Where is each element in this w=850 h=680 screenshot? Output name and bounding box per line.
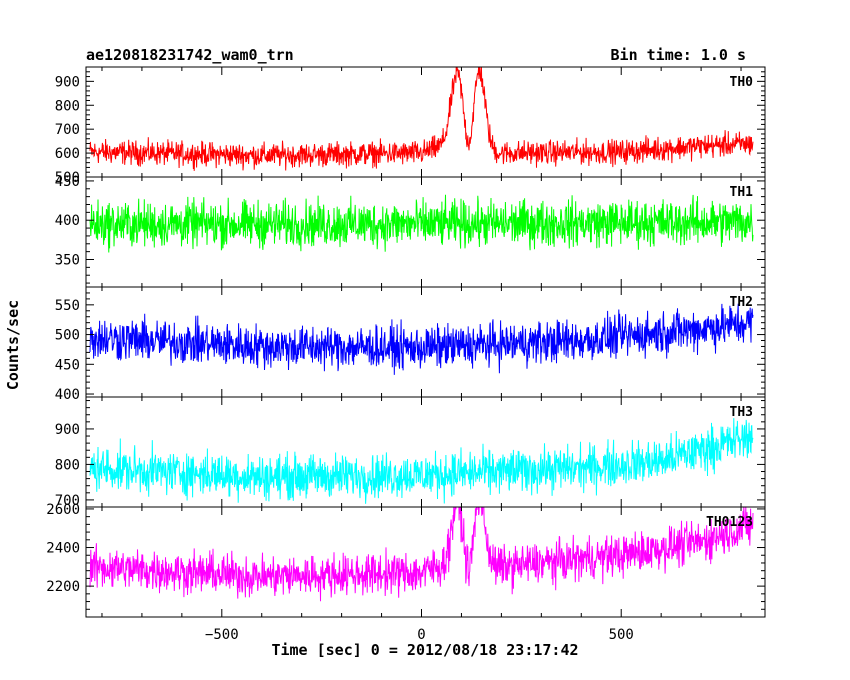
y-axis-label: Counts/sec [4, 300, 22, 390]
y-tick-label: 600 [55, 146, 80, 162]
series-line-th0123 [89, 507, 754, 602]
y-tick-label: 700 [55, 493, 80, 509]
panel-th2: 400 450 500 550 TH2 [55, 286, 766, 403]
y-tick-label: 400 [55, 387, 80, 403]
panel-frame [85, 506, 766, 618]
figure-title: ae120818231742_wam0_trn [86, 46, 294, 64]
y-tick-label: 450 [55, 357, 80, 373]
bin-time-label: Bin time: 1.0 s [611, 46, 746, 64]
y-tick-label: 800 [55, 98, 80, 114]
y-tick-label: 700 [55, 122, 80, 138]
y-tick-label: 450 [55, 174, 80, 190]
panel-label-th3: TH3 [730, 405, 753, 420]
panel-label-th1: TH1 [730, 185, 754, 200]
y-tick-label: 2600 [46, 502, 80, 518]
y-tick-label: 2400 [46, 541, 80, 557]
panel-th0: 500 600 700 800 900 TH0 [55, 66, 766, 186]
y-tick-label: 350 [55, 253, 80, 269]
y-tick-label: 400 [55, 213, 80, 229]
series-line-th2 [89, 303, 754, 375]
y-tick-label: 800 [55, 457, 80, 473]
x-tick-label: 0 [417, 627, 425, 643]
panel-th3: 700 800 900 TH3 [55, 396, 766, 509]
y-tick-label: 500 [55, 170, 80, 186]
x-axis: −500 0 500 [205, 627, 634, 643]
x-tick-label: −500 [205, 627, 239, 643]
panel-label-th0123: TH0123 [706, 515, 753, 530]
y-tick-label: 550 [55, 298, 80, 314]
series-line-th1 [89, 194, 754, 253]
x-tick-label: 500 [609, 627, 634, 643]
series-line-th0 [89, 67, 754, 171]
y-tick-label: 500 [55, 328, 80, 344]
panel-label-th2: TH2 [730, 295, 753, 310]
y-tick-label: 900 [55, 74, 80, 90]
y-tick-label: 900 [55, 422, 80, 438]
panel-th0123: 2200 2400 2600 TH0123 [46, 502, 766, 618]
y-tick-label: 2200 [46, 579, 80, 595]
series-line-th3 [89, 418, 754, 504]
panel-label-th0: TH0 [730, 75, 754, 90]
x-axis-label: Time [sec] 0 = 2012/08/18 23:17:42 [271, 641, 578, 659]
panel-th1: 350 400 450 TH1 [55, 174, 766, 288]
